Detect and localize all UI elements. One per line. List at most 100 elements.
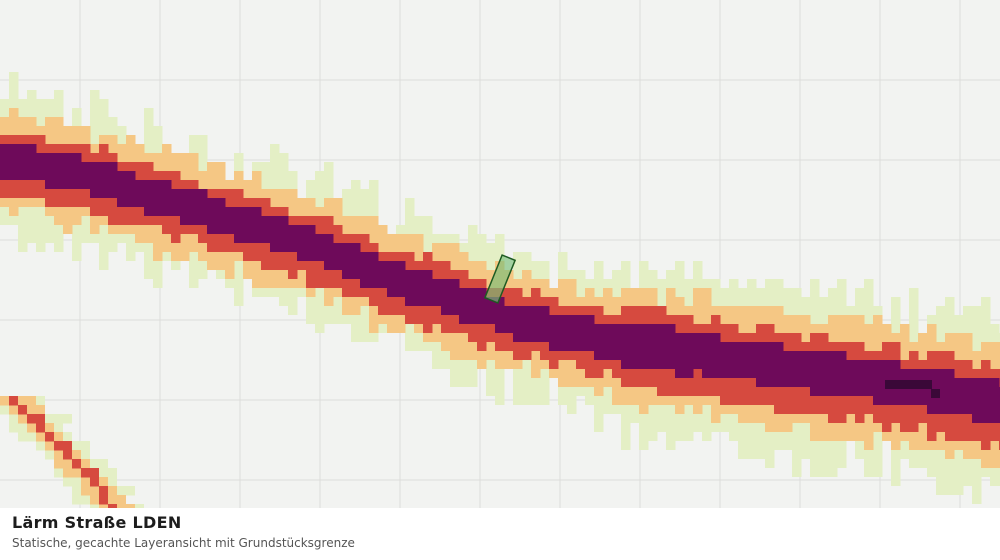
noise-cell bbox=[27, 144, 37, 180]
noise-cell bbox=[72, 153, 82, 189]
noise-hotspot bbox=[931, 389, 940, 398]
noise-cell bbox=[36, 153, 46, 180]
noise-cell bbox=[873, 360, 883, 405]
noise-cell bbox=[828, 351, 838, 396]
noise-cell bbox=[117, 171, 127, 207]
noise-cell bbox=[351, 243, 361, 279]
noise-cell bbox=[657, 324, 667, 369]
noise-cell bbox=[972, 378, 982, 423]
noise-cell bbox=[810, 351, 820, 396]
noise-cell bbox=[423, 270, 433, 306]
noise-cell bbox=[189, 189, 199, 225]
noise-cell bbox=[954, 378, 964, 414]
noise-cell bbox=[846, 360, 856, 396]
noise-cell bbox=[261, 216, 271, 243]
noise-cell bbox=[567, 315, 577, 351]
noise-cell bbox=[99, 495, 108, 505]
noise-cell bbox=[234, 207, 244, 243]
noise-cell bbox=[144, 180, 154, 216]
noise-cell bbox=[9, 144, 19, 180]
noise-cell bbox=[792, 351, 802, 387]
noise-cell bbox=[153, 180, 163, 216]
noise-cell bbox=[135, 180, 145, 207]
noise-cell bbox=[837, 351, 847, 396]
noise-cell bbox=[441, 279, 451, 315]
noise-cell bbox=[693, 333, 703, 369]
noise-cell bbox=[45, 153, 55, 189]
noise-cell bbox=[981, 378, 991, 423]
noise-cell bbox=[198, 189, 208, 225]
noise-cell bbox=[315, 234, 325, 261]
noise-cell bbox=[729, 342, 739, 378]
noise-cell bbox=[756, 342, 766, 387]
layer-subtitle: Statische, gecachte Layeransicht mit Gru… bbox=[12, 536, 355, 550]
noise-cell bbox=[252, 207, 262, 243]
noise-cell bbox=[783, 351, 793, 387]
noise-cell bbox=[108, 504, 117, 508]
noise-cell bbox=[36, 423, 45, 433]
noise-layer bbox=[0, 72, 1000, 508]
noise-cell bbox=[54, 153, 64, 189]
noise-cell bbox=[90, 162, 100, 198]
noise-cell bbox=[504, 306, 514, 333]
noise-cell bbox=[81, 162, 91, 189]
noise-cell bbox=[747, 342, 757, 378]
noise-cell bbox=[216, 198, 226, 234]
noise-cell bbox=[477, 288, 487, 324]
noise-cell bbox=[306, 225, 316, 261]
noise-cell bbox=[72, 459, 81, 469]
noise-cell bbox=[324, 234, 334, 270]
noise-cell bbox=[126, 171, 136, 207]
noise-cell bbox=[702, 333, 712, 378]
noise-cell bbox=[531, 306, 541, 342]
noise-cell bbox=[603, 324, 613, 360]
noise-cell bbox=[378, 261, 388, 288]
noise-cell bbox=[387, 261, 397, 297]
noise-cell bbox=[243, 207, 253, 243]
noise-hotspot bbox=[885, 380, 932, 389]
noise-cell bbox=[90, 477, 99, 487]
noise-cell bbox=[225, 207, 235, 234]
noise-cell bbox=[801, 351, 811, 387]
noise-cell bbox=[522, 306, 532, 342]
noise-cell bbox=[108, 162, 118, 198]
noise-cell bbox=[333, 243, 343, 270]
noise-cell bbox=[765, 342, 775, 387]
noise-cell bbox=[171, 189, 181, 216]
noise-cell bbox=[630, 324, 640, 369]
noise-cell bbox=[405, 270, 415, 306]
noise-cell bbox=[450, 279, 460, 315]
noise-cell bbox=[585, 315, 595, 351]
noise-cell bbox=[612, 324, 622, 360]
noise-cell bbox=[27, 414, 45, 424]
noise-cell bbox=[774, 342, 784, 387]
noise-cell bbox=[684, 333, 694, 378]
noise-cell bbox=[936, 369, 946, 414]
noise-cell bbox=[486, 297, 496, 324]
noise-cell bbox=[711, 333, 721, 378]
noise-cell bbox=[513, 306, 523, 342]
noise-cell bbox=[162, 180, 172, 216]
noise-cell bbox=[459, 288, 469, 324]
noise-cell bbox=[54, 441, 72, 451]
noise-cell bbox=[270, 216, 280, 252]
noise-cell bbox=[99, 162, 109, 198]
noise-cell bbox=[18, 405, 27, 415]
noise-cell bbox=[279, 216, 289, 252]
noise-cell bbox=[18, 144, 28, 180]
noise-cell bbox=[666, 324, 676, 369]
noise-cell bbox=[288, 225, 298, 252]
noise-cell bbox=[675, 333, 685, 378]
noise-cell bbox=[468, 288, 478, 324]
noise-cell bbox=[648, 324, 658, 369]
noise-cell bbox=[360, 252, 370, 288]
noise-cell bbox=[432, 279, 442, 306]
noise-cell bbox=[9, 396, 18, 406]
noise-cell bbox=[720, 342, 730, 378]
noise-cell bbox=[63, 153, 73, 189]
noise-cell bbox=[576, 315, 586, 351]
noise-cell bbox=[396, 261, 406, 297]
noise-cell bbox=[45, 432, 54, 442]
noise-cell bbox=[0, 144, 10, 180]
